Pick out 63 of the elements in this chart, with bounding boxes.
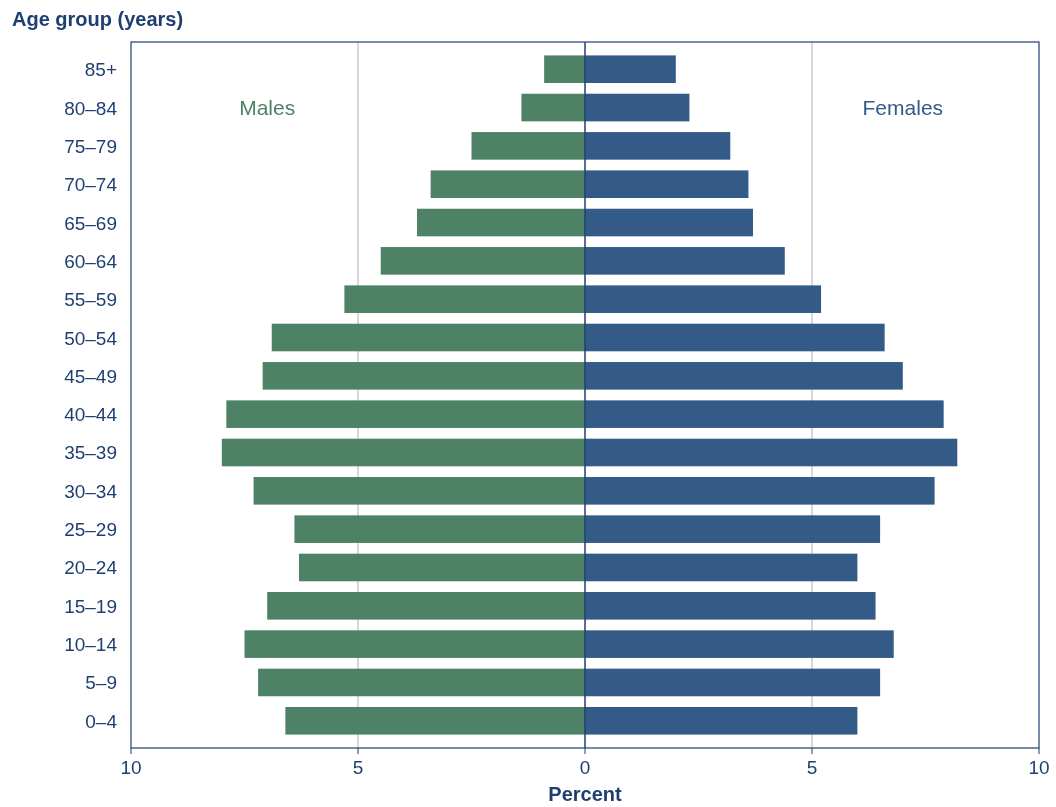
- bar: [585, 93, 690, 122]
- bar: [585, 592, 876, 620]
- bar: [253, 477, 585, 505]
- y-tick-label: 40–44: [64, 404, 118, 426]
- bar: [585, 285, 822, 313]
- bar: [544, 55, 585, 84]
- bar: [585, 208, 753, 237]
- bar: [585, 438, 958, 467]
- y-tick-label: 60–64: [64, 250, 118, 272]
- bar: [521, 93, 585, 122]
- bar: [585, 477, 935, 505]
- bar: [585, 400, 944, 428]
- y-tick-label: 0–4: [85, 710, 118, 732]
- y-tick-label: 20–24: [64, 557, 118, 579]
- y-tick-label: 10–14: [64, 634, 118, 656]
- bar: [585, 362, 903, 390]
- y-tick-label: 70–74: [64, 174, 118, 196]
- y-tick-label: 55–59: [64, 289, 117, 311]
- text: Females: [862, 95, 944, 119]
- bar: [285, 706, 585, 735]
- y-tick-label: 45–49: [64, 365, 117, 387]
- x-tick-label: 10: [120, 757, 142, 778]
- bar: [585, 553, 858, 582]
- bar: [226, 400, 585, 428]
- bar: [430, 170, 585, 198]
- bar: [221, 438, 585, 467]
- bar: [267, 592, 585, 620]
- bar: [271, 323, 585, 352]
- bar: [262, 362, 585, 390]
- bar: [258, 668, 585, 697]
- bar: [585, 706, 858, 735]
- y-tick-label: 15–19: [64, 595, 117, 617]
- y-tick-label: 75–79: [64, 135, 117, 157]
- bar: [294, 515, 585, 543]
- bar: [585, 515, 881, 543]
- bar: [585, 668, 881, 697]
- bar: [585, 630, 894, 658]
- x-tick-label: 5: [352, 757, 364, 778]
- bar: [585, 323, 885, 352]
- bar: [380, 247, 585, 275]
- y-tick-label: 80–84: [64, 97, 118, 119]
- bar: [585, 170, 749, 198]
- x-tick-label: 10: [1028, 757, 1050, 778]
- bar: [471, 132, 585, 160]
- text: Males: [239, 95, 296, 119]
- bar: [417, 208, 585, 237]
- bar: [244, 630, 585, 658]
- y-tick-label: 65–69: [64, 212, 117, 234]
- y-tick-label: 30–34: [64, 480, 118, 502]
- x-tick-label: 0: [579, 757, 591, 778]
- y-tick-label: 85+: [84, 59, 117, 81]
- y-axis-title: Age group (years): [12, 8, 184, 30]
- y-tick-label: 35–39: [64, 442, 117, 464]
- bar: [585, 132, 731, 160]
- y-tick-label: 50–54: [64, 327, 118, 349]
- bar: [585, 247, 785, 275]
- y-tick-label: 25–29: [64, 519, 117, 541]
- x-axis-title: Percent: [548, 783, 623, 805]
- bar: [344, 285, 585, 313]
- y-tick-label: 5–9: [85, 672, 117, 694]
- bar: [585, 55, 676, 84]
- bar: [298, 553, 585, 582]
- x-tick-label: 5: [806, 757, 818, 778]
